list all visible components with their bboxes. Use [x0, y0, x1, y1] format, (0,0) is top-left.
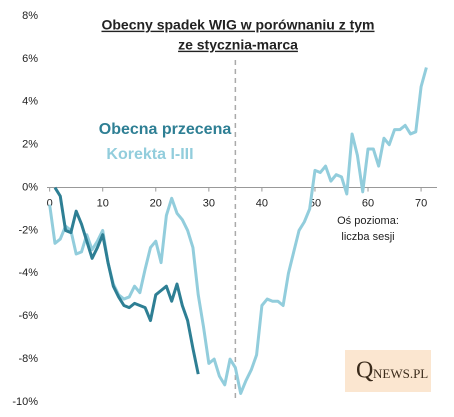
y-tick-label: 8% [22, 10, 38, 22]
y-tick-label: 4% [22, 96, 38, 108]
y-tick-label: -6% [18, 310, 38, 322]
y-tick-label: -4% [18, 267, 38, 279]
y-tick-label: 6% [22, 53, 38, 65]
x-tick-label: 10 [97, 197, 109, 209]
y-tick-label: 0% [22, 181, 38, 193]
watermark: NEWS.PL [373, 366, 428, 381]
x-tick-label: 0 [47, 197, 53, 209]
series-line [53, 186, 200, 375]
x-tick-label: 40 [256, 197, 268, 209]
legend-label: Obecna przecena [99, 121, 232, 138]
x-tick-label: 60 [362, 197, 374, 209]
chart-title: Obecny spadek WIG w porównaniu z tym [101, 17, 374, 33]
y-tick-label: -2% [18, 224, 38, 236]
x-tick-label: 20 [150, 197, 162, 209]
watermark-box [345, 350, 431, 392]
chart-title: ze stycznia-marca [178, 37, 298, 53]
annotation: liczba sesji [341, 231, 394, 243]
x-tick-label: 70 [415, 197, 427, 209]
y-tick-label: -10% [12, 396, 38, 408]
x-tick-label: 30 [203, 197, 215, 209]
legend-label: Korekta I-III [106, 146, 193, 163]
y-tick-label: 2% [22, 139, 38, 151]
y-tick-label: -8% [18, 353, 38, 365]
annotation: Oś pozioma: [337, 215, 399, 227]
watermark: Q [356, 358, 373, 384]
